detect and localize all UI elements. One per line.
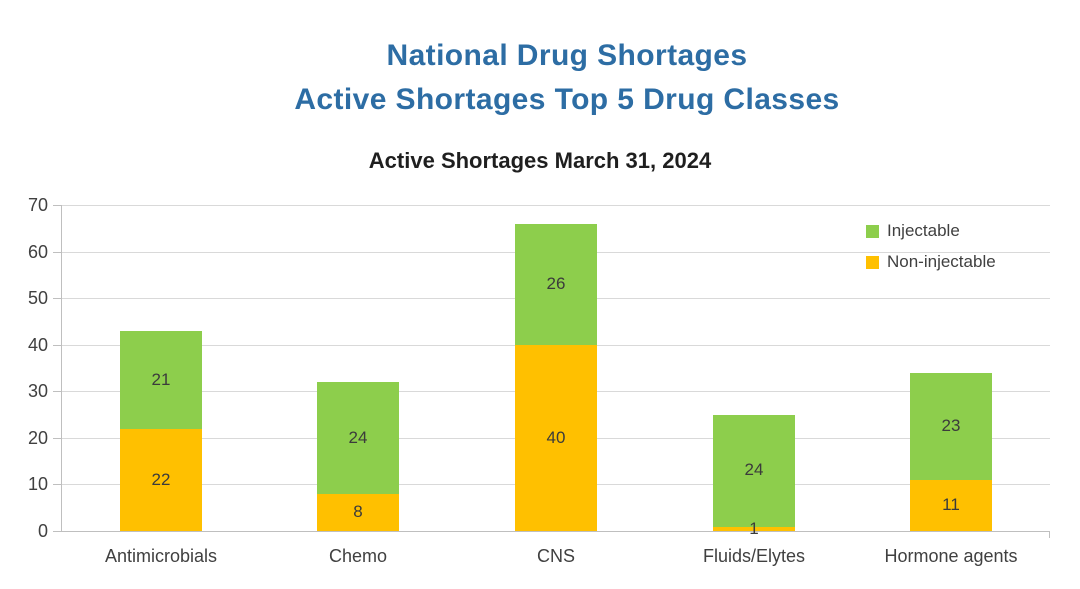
x-axis-category-label: Fluids/Elytes — [702, 546, 806, 566]
y-axis-line — [61, 205, 62, 532]
y-axis-tick-label: 10 — [27, 474, 48, 494]
legend-swatch-injectable — [866, 224, 879, 238]
y-axis-tick — [53, 531, 62, 532]
x-axis-line — [62, 531, 1050, 532]
y-axis-tick-label: 30 — [27, 381, 48, 401]
y-axis-tick — [53, 252, 62, 253]
chart-legend: Injectable Non-injectable — [866, 222, 996, 284]
y-axis-tick-label: 40 — [27, 335, 48, 355]
bar-value-label: 11 — [942, 495, 960, 514]
gridline-y70 — [62, 205, 1050, 206]
bar-value-label: 26 — [546, 274, 566, 293]
bar-segment-non-injectable — [515, 345, 597, 531]
x-axis-category-label: Chemo — [328, 546, 388, 566]
y-axis-tick — [53, 345, 62, 346]
bar-value-label: 8 — [353, 502, 363, 521]
x-axis-end-tick — [1049, 532, 1050, 538]
bar-value-label: 1 — [749, 519, 759, 538]
x-axis-category-label: Hormone agents — [884, 546, 1018, 566]
bar-segment-non-injectable — [317, 494, 399, 531]
bar-value-label: 40 — [546, 428, 566, 447]
bar-segment-non-injectable — [713, 526, 795, 531]
y-axis-tick — [53, 298, 62, 299]
chart-title: Active Shortages March 31, 2024 — [368, 148, 712, 173]
page-title-line2: Active Shortages Top 5 Drug Classes — [294, 83, 840, 116]
legend-swatch-non-injectable — [866, 255, 879, 269]
bar-value-label: 24 — [744, 460, 764, 479]
y-axis-tick — [53, 438, 62, 439]
page-title: National Drug Shortages Active Shortages… — [54, 34, 1080, 122]
bar-segment-non-injectable — [910, 480, 992, 531]
y-axis-tick-label: 20 — [27, 428, 48, 448]
bar-value-label: 24 — [348, 428, 368, 447]
bar-value-label: 23 — [941, 416, 961, 435]
y-axis-tick — [53, 391, 62, 392]
bar-segment-injectable — [317, 382, 399, 494]
bar-segment-injectable — [713, 415, 795, 527]
y-axis-tick-label: 50 — [27, 288, 48, 308]
y-axis-tick-label: 70 — [27, 195, 48, 215]
y-axis-tick-label: 60 — [27, 242, 48, 262]
legend-label: Injectable — [887, 221, 960, 240]
bar-segment-injectable — [515, 224, 597, 345]
legend-item-non-injectable: Non-injectable — [866, 253, 996, 271]
legend-item-injectable: Injectable — [866, 222, 996, 240]
y-axis-tick — [53, 205, 62, 206]
y-axis-tick — [53, 484, 62, 485]
y-axis-tick-label: 0 — [37, 521, 48, 541]
bar-value-label: 21 — [151, 370, 171, 389]
x-axis-category-label: CNS — [536, 546, 575, 566]
bar-segment-injectable — [910, 373, 992, 480]
x-axis-category-label: Antimicrobials — [104, 546, 218, 566]
bar-value-label: 22 — [151, 470, 171, 489]
page-title-line1: National Drug Shortages — [386, 39, 748, 72]
legend-label: Non-injectable — [887, 252, 996, 271]
bar-segment-injectable — [120, 331, 202, 429]
bar-segment-non-injectable — [120, 429, 202, 531]
